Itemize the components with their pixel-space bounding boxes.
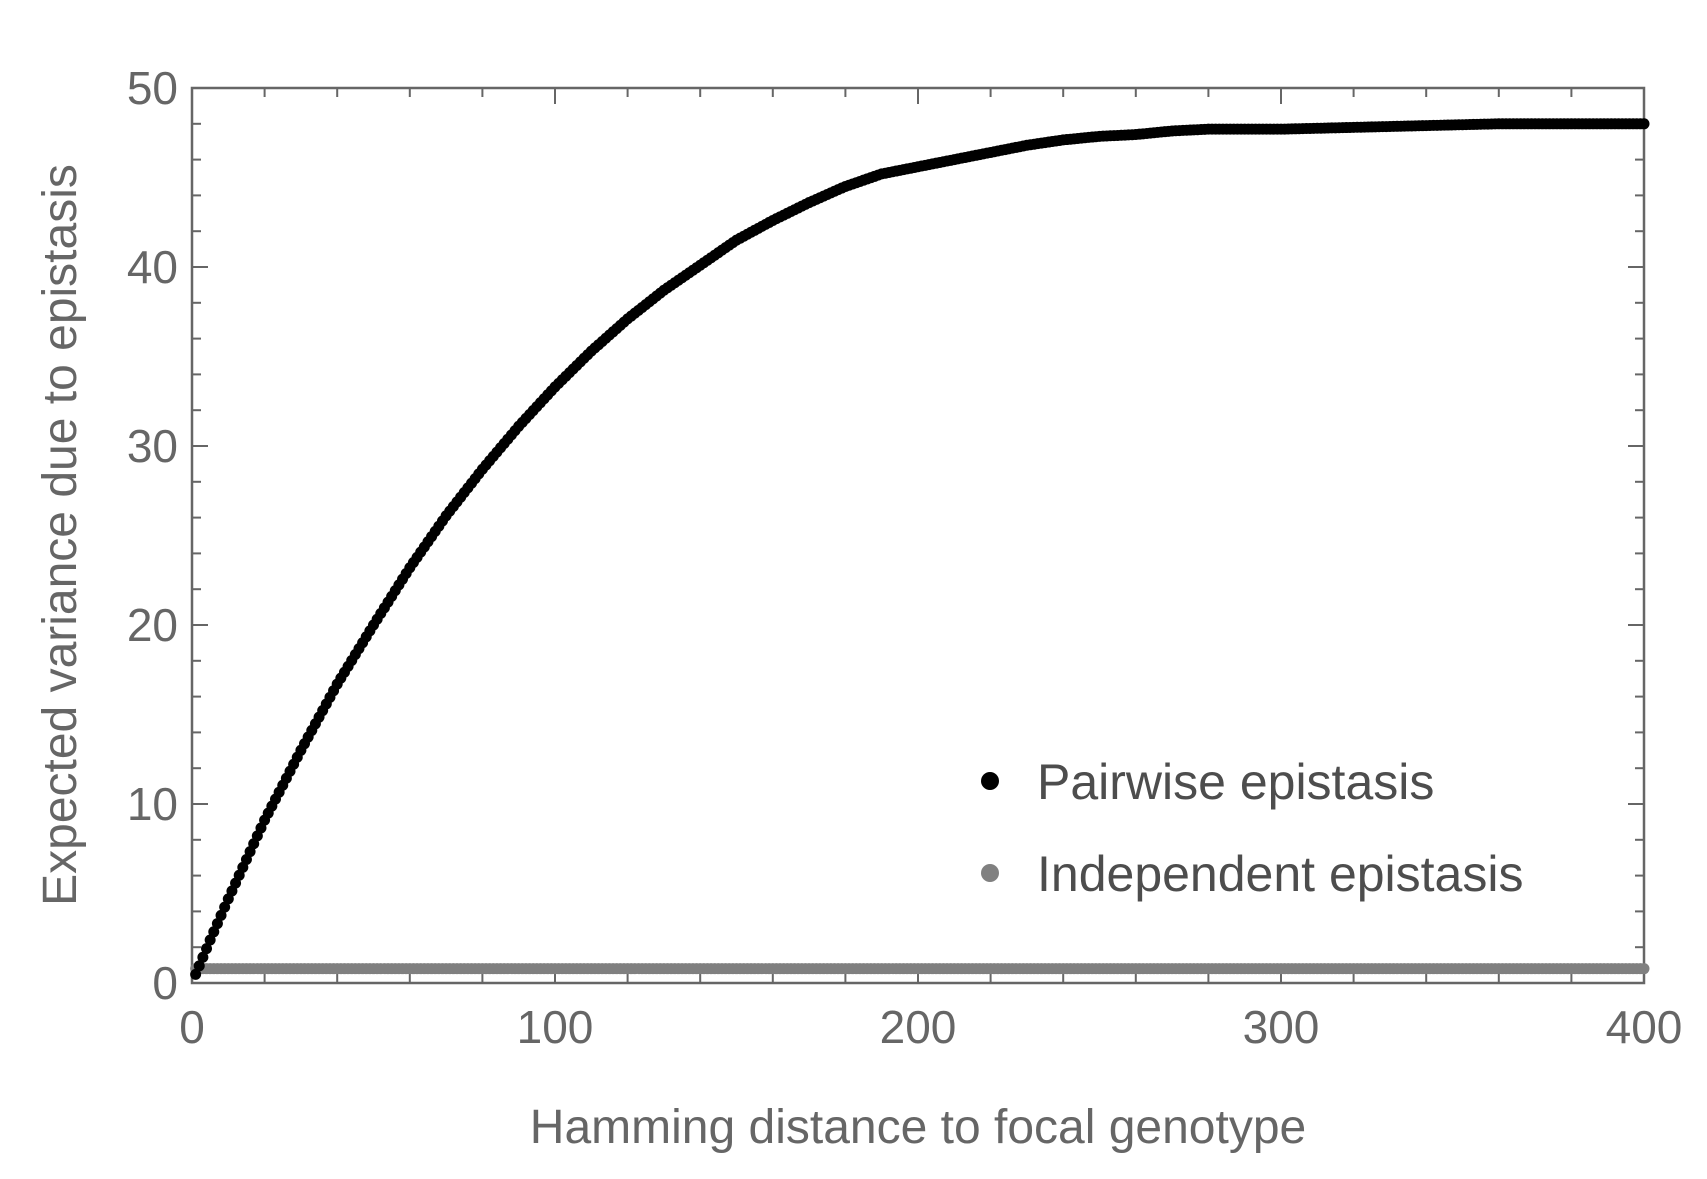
series-layer: [190, 118, 1650, 980]
x-tick-label: 0: [179, 1001, 205, 1053]
x-tick-labels: 0 100 200 300 400: [179, 1001, 1682, 1053]
x-tick-label: 100: [517, 1001, 594, 1053]
y-tick-label: 40: [127, 241, 178, 293]
legend-marker-pairwise: [981, 772, 999, 790]
y-tick-label: 30: [127, 420, 178, 472]
y-axis-title: Expected variance due to epistasis: [34, 164, 87, 906]
legend-marker-independent: [981, 864, 999, 882]
legend-label-pairwise: Pairwise epistasis: [1037, 754, 1434, 810]
axis-ticks: [191, 87, 1645, 984]
data-point: [204, 934, 216, 946]
data-point: [1638, 963, 1650, 975]
y-tick-labels: 0 10 20 30 40 50: [127, 62, 178, 1009]
series-pairwise: [190, 118, 1650, 980]
data-point: [193, 960, 205, 972]
x-tick-label: 400: [1606, 1001, 1683, 1053]
series-independent: [190, 963, 1650, 975]
y-tick-label: 20: [127, 599, 178, 651]
y-tick-label: 50: [127, 62, 178, 114]
x-tick-label: 200: [880, 1001, 957, 1053]
legend: Pairwise epistasis Independent epistasis: [981, 754, 1523, 902]
y-tick-label: 10: [127, 778, 178, 830]
x-axis-title: Hamming distance to focal genotype: [530, 1101, 1306, 1154]
data-point: [1638, 118, 1650, 130]
y-tick-label: 0: [152, 957, 178, 1009]
data-point: [208, 926, 220, 938]
data-point: [215, 909, 227, 921]
x-tick-label: 300: [1243, 1001, 1320, 1053]
data-point: [211, 918, 223, 930]
data-point: [219, 901, 231, 913]
data-point: [197, 951, 209, 963]
legend-label-independent: Independent epistasis: [1037, 846, 1523, 902]
data-point: [190, 968, 202, 980]
data-point: [201, 943, 213, 955]
